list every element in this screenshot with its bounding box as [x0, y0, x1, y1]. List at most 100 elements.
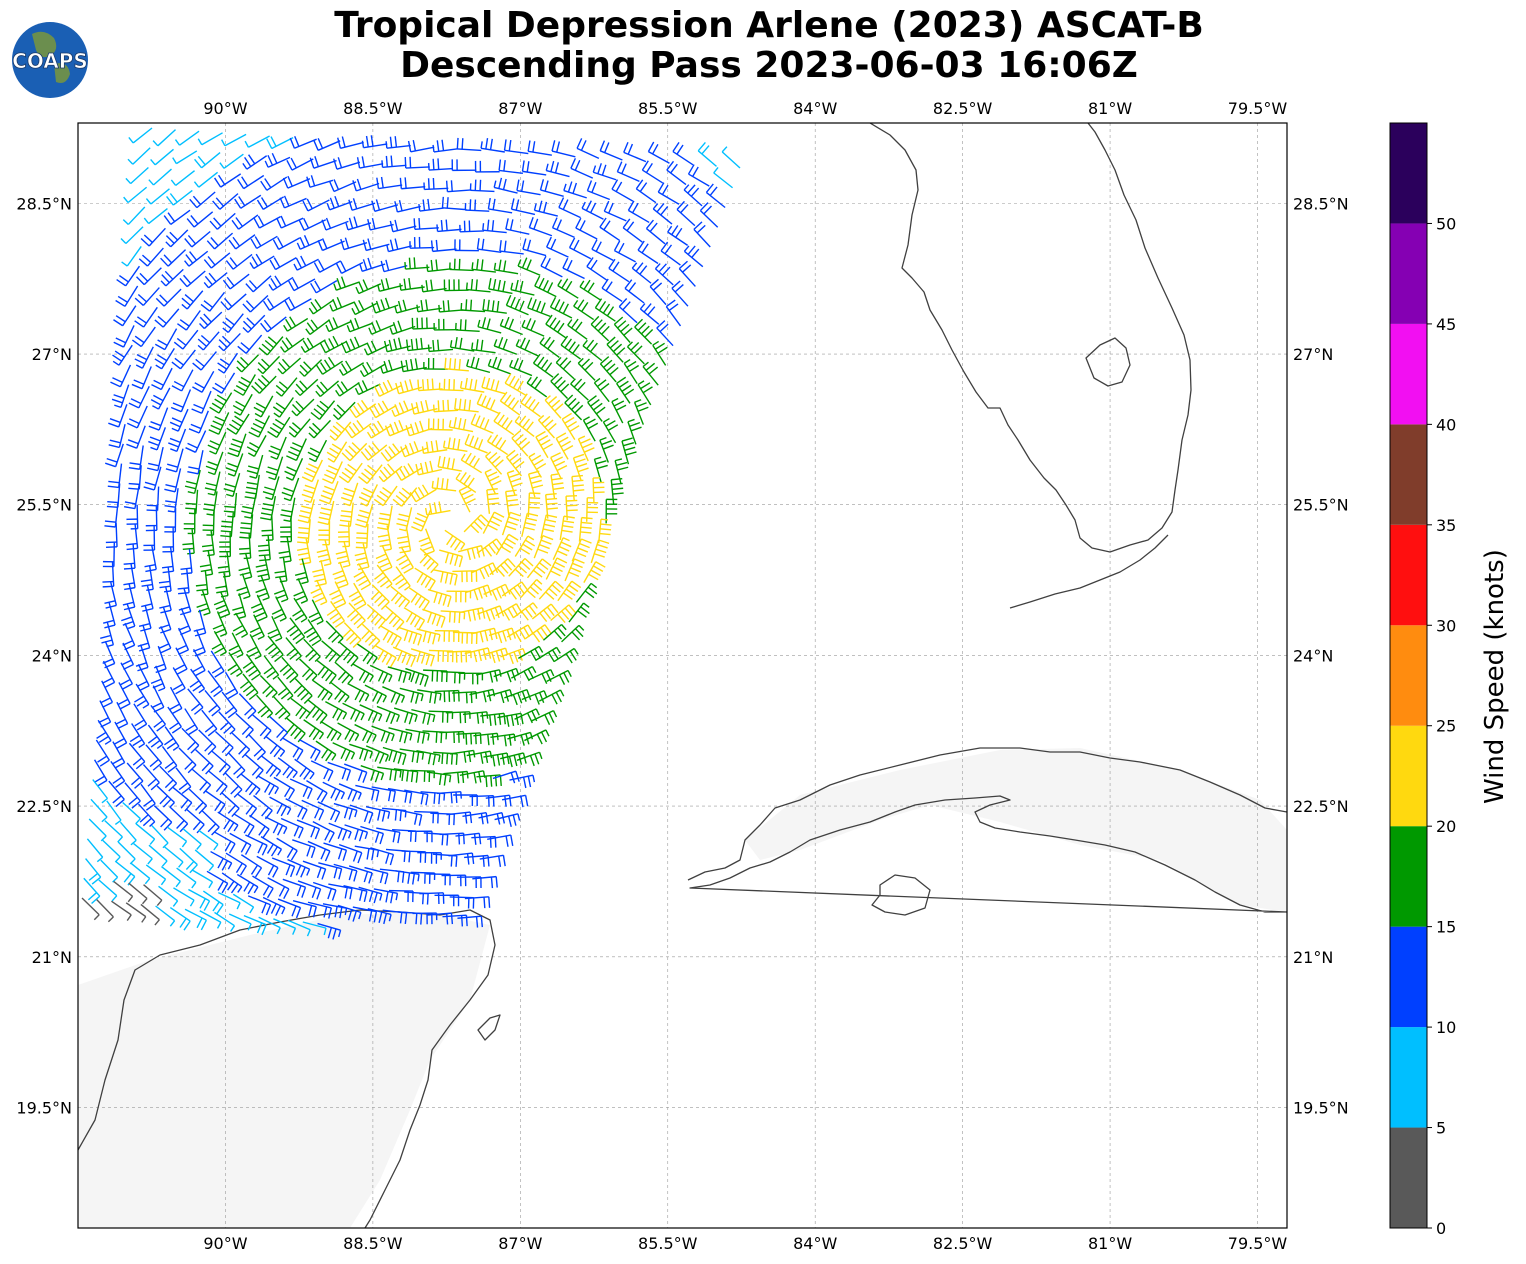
wind-barb [233, 374, 256, 396]
wind-barb [460, 452, 483, 474]
wind-barb [138, 247, 164, 267]
wind-barb [262, 476, 280, 501]
lat-tick-label-left: 21°N [32, 948, 72, 967]
wind-barb [464, 647, 492, 663]
wind-barb [409, 484, 437, 503]
wind-barb [599, 356, 619, 383]
wind-barb [138, 803, 156, 828]
wind-barb [337, 722, 360, 743]
wind-barb [416, 750, 441, 766]
wind-barb [361, 623, 381, 650]
coast-isla-juventud [871, 874, 931, 916]
wind-barb [438, 378, 464, 392]
wind-barb [603, 200, 627, 222]
wind-barb [204, 471, 221, 496]
wind-barb [501, 581, 529, 600]
wind-barb [339, 641, 359, 667]
wind-barb [164, 468, 182, 493]
wind-barb [557, 278, 579, 299]
wind-barb [172, 667, 186, 695]
lon-tick-label-bottom: 88.5°W [343, 1234, 403, 1253]
wind-barb [246, 435, 267, 457]
wind-barb [459, 377, 485, 393]
wind-barb [310, 579, 328, 606]
lon-tick-label-top: 79.5°W [1228, 99, 1288, 118]
wind-barb [393, 707, 418, 725]
wind-barb [165, 229, 189, 248]
wind-barb [273, 776, 296, 800]
wind-barb [124, 782, 141, 809]
wind-barb [191, 390, 212, 414]
wind-barb [323, 842, 348, 861]
wind-barb [140, 565, 154, 592]
wind-barb [236, 354, 259, 373]
wind-barb [616, 161, 640, 182]
wind-barb [227, 652, 243, 677]
wind-barb [266, 136, 294, 150]
wind-barb [321, 640, 341, 663]
wind-barb [245, 275, 272, 293]
wind-barb [140, 903, 160, 926]
wind-barb [380, 443, 408, 462]
wind-barb [458, 485, 476, 513]
wind-barb [297, 519, 311, 544]
wind-barb [172, 786, 193, 812]
wind-barb [286, 157, 314, 171]
wind-barb [606, 336, 626, 363]
wind-barb [455, 472, 477, 494]
wind-barb [96, 899, 114, 923]
wind-barb [249, 253, 275, 270]
wind-barb [130, 862, 151, 885]
wind-barb [417, 378, 443, 392]
wind-barb [110, 364, 132, 388]
wind-barb [340, 237, 368, 251]
wind-barb [281, 477, 300, 502]
wind-barb [257, 775, 280, 796]
wind-barb [187, 688, 204, 715]
wind-barb [318, 480, 339, 505]
wind-barb [108, 423, 126, 449]
wind-barb [550, 473, 565, 499]
wind-barb [280, 817, 304, 839]
wind-barb [133, 843, 153, 865]
wind-barb [537, 414, 557, 439]
wind-barb [376, 827, 401, 844]
wind-barb [371, 199, 399, 212]
wind-barb [222, 273, 250, 290]
wind-barb [623, 141, 647, 163]
wind-barb [184, 469, 201, 495]
wind-barb [577, 435, 595, 462]
wind-barb [224, 671, 239, 700]
colorbar-tick-label: 20 [1436, 817, 1456, 836]
wind-barb [193, 609, 207, 637]
wind-barb [451, 159, 477, 172]
lon-tick-label-bottom: 87°W [498, 1234, 542, 1253]
wind-barb [114, 721, 128, 749]
wind-barb [317, 238, 345, 252]
wind-barb [535, 430, 553, 459]
wind-barb [236, 873, 259, 895]
wind-barb [250, 235, 278, 250]
wind-barb [113, 880, 134, 903]
coastlines [78, 123, 1287, 1228]
wind-barb [155, 288, 182, 307]
wind-barb [493, 259, 519, 275]
wind-barb [148, 844, 168, 867]
wind-barb [545, 314, 567, 339]
wind-barb [192, 351, 217, 371]
wind-barb [428, 649, 454, 663]
wind-barb [374, 379, 402, 397]
wind-barb [352, 663, 374, 684]
wind-barb [329, 297, 356, 312]
wind-barb [514, 535, 536, 557]
wind-barb [90, 798, 108, 823]
wind-barb [487, 834, 514, 847]
wind-barb [382, 686, 406, 705]
wind-barb [212, 193, 239, 210]
wind-barb [361, 135, 388, 149]
wind-barb [515, 337, 539, 357]
wind-barb [136, 267, 162, 286]
wind-barb [116, 265, 141, 287]
wind-barb [258, 916, 281, 935]
wind-barb [176, 867, 197, 889]
